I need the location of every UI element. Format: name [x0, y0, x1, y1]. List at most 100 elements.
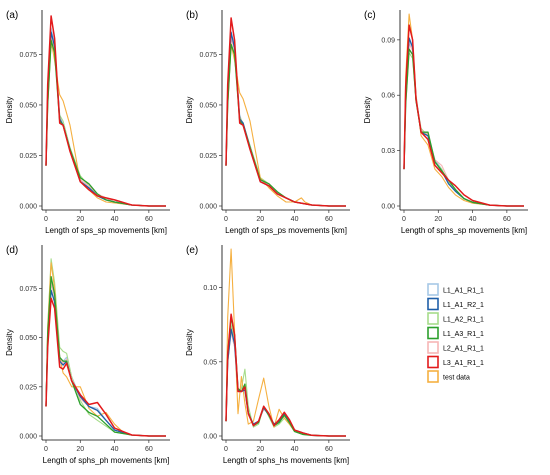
legend-key-test-data [427, 370, 439, 383]
x-tick-label: 60 [325, 446, 333, 453]
y-tick-label: 0.075 [19, 52, 37, 59]
y-tick-label: 0.075 [19, 286, 37, 293]
panel-label: (e) [186, 245, 198, 256]
series-line-test-data [225, 248, 346, 437]
series-line-l1-a3-r1-1 [45, 275, 166, 437]
x-tick-label: 40 [111, 216, 119, 223]
panel-b: (b) 0.000 0.025 0.050 0.075 0 20 40 60 Length of … [185, 10, 350, 235]
x-tick-label: 40 [469, 216, 477, 223]
series-line-l2-a1-r1-1 [403, 42, 524, 207]
x-axis-title: Length of sps_sp movements [km] [45, 226, 167, 235]
y-axis-title: Density [5, 97, 14, 124]
y-tick-label: 0.09 [381, 37, 395, 44]
x-tick-label: 0 [224, 216, 228, 223]
x-tick-label: 0 [44, 446, 48, 453]
series-line-test-data [45, 262, 166, 437]
x-axis-title: Length of sps_ps movements [km] [225, 226, 347, 235]
legend-key-l1-a2-r1-1 [427, 312, 439, 325]
legend-label-l1-a1-r1-1: L1_A1_R1_1 [443, 288, 484, 295]
series-line-l1-a1-r2-1 [403, 37, 524, 207]
series-line-l1-a1-r2-1 [225, 31, 346, 207]
x-tick-label: 60 [503, 216, 511, 223]
y-tick-label: 0.03 [381, 148, 395, 155]
y-tick-label: 0.075 [199, 52, 217, 59]
y-tick-label: 0.000 [19, 434, 37, 441]
y-tick-label: 0.050 [199, 102, 217, 109]
legend-label-test-data: test data [443, 375, 470, 382]
legend-label-l1-a2-r1-1: L1_A2_R1_1 [443, 317, 484, 324]
series-line-l1-a1-r2-1 [45, 31, 166, 207]
x-tick-label: 40 [291, 216, 299, 223]
series-line-test-data [403, 13, 524, 207]
panel-label: (d) [6, 245, 18, 256]
y-axis-title: Density [5, 329, 14, 356]
x-axis-title: Length of sphs_sp movements [km] [401, 226, 527, 235]
series-line-l2-a1-r1-1 [45, 35, 166, 207]
series-line-l3-a1-r1-1 [403, 24, 524, 207]
series-line-l3-a1-r1-1 [45, 15, 166, 207]
panel-label: (c) [364, 10, 376, 21]
y-tick-label: 0.10 [203, 285, 217, 292]
y-tick-label: 0.05 [203, 359, 217, 366]
x-tick-label: 20 [256, 446, 264, 453]
legend-key-l1-a3-r1-1 [427, 326, 439, 340]
y-tick-label: 0.000 [19, 204, 37, 211]
series-line-l2-a1-r1-1 [225, 37, 346, 207]
x-tick-label: 20 [434, 216, 442, 223]
x-tick-label: 40 [111, 446, 119, 453]
series-line-l1-a2-r1-1 [45, 258, 166, 437]
legend-label-l1-a3-r1-1: L1_A3_R1_1 [443, 331, 484, 338]
x-tick-label: 40 [291, 446, 299, 453]
y-tick-label: 0.050 [19, 335, 37, 342]
panel-d: (d) 0.000 0.025 0.050 0.075 0 20 40 60 Length of … [5, 245, 170, 465]
y-tick-label: 0.000 [199, 204, 217, 211]
x-tick-label: 60 [325, 216, 333, 223]
x-tick-label: 0 [44, 216, 48, 223]
panel-label: (a) [6, 10, 18, 21]
series-line-l1-a1-r1-1 [403, 39, 524, 207]
panel-e: (e) 0.00 0.05 0.10 0 20 40 60 Length of sphs_hs … [185, 245, 350, 465]
series-line-l3-a1-r1-1 [45, 297, 166, 437]
series-line-test-data [225, 43, 346, 207]
y-axis-title: Density [185, 97, 194, 124]
panel-a: (a) 0.000 0.025 0.050 0.075 0 20 40 60 Length of … [5, 10, 170, 235]
y-tick-label: 0.050 [19, 102, 37, 109]
x-tick-label: 20 [76, 216, 84, 223]
x-tick-label: 20 [256, 216, 264, 223]
legend-key-l1-a1-r2-1 [427, 297, 439, 311]
x-axis-title: Length of sphs_hs movements [km] [223, 456, 349, 465]
y-tick-label: 0.025 [19, 384, 37, 391]
y-axis-title: Density [185, 329, 194, 356]
y-tick-label: 0.025 [199, 153, 217, 160]
series-line-l1-a2-r1-1 [45, 43, 166, 207]
legend-key-l3-a1-r1-1 [427, 355, 439, 369]
x-tick-label: 20 [76, 446, 84, 453]
legend-label-l2-a1-r1-1: L2_A1_R1_1 [443, 346, 484, 353]
series-line-l3-a1-r1-1 [225, 313, 346, 437]
legend-key-l2-a1-r1-1 [427, 341, 439, 354]
y-tick-label: 0.00 [203, 434, 217, 441]
legend-label-l3-a1-r1-1: L3_A1_R1_1 [443, 360, 484, 367]
series-line-l3-a1-r1-1 [225, 17, 346, 207]
y-axis-title: Density [363, 97, 372, 124]
series-line-l1-a3-r1-1 [403, 48, 524, 207]
legend-label-l1-a1-r2-1: L1_A1_R2_1 [443, 302, 484, 309]
x-tick-label: 60 [145, 216, 153, 223]
y-tick-label: 0.06 [381, 93, 395, 100]
x-tick-label: 60 [145, 446, 153, 453]
y-tick-label: 0.00 [381, 204, 395, 211]
y-tick-label: 0.025 [19, 153, 37, 160]
panel-c: (c) 0.00 0.03 0.06 0.09 0 20 40 60 Length of sphs… [363, 10, 528, 235]
legend-key-l1-a1-r1-1 [427, 283, 439, 296]
panel-label: (b) [186, 10, 198, 21]
series-line-l1-a2-r1-1 [225, 324, 346, 437]
series-line-l1-a2-r1-1 [403, 52, 524, 207]
x-axis-title: Length of sphs_ph movements [km] [43, 456, 170, 465]
legend: L1_A1_R1_1 L1_A1_R2_1 L1_A2_R1_1 L1_A3_R1_1… [427, 283, 484, 383]
series-line-l1-a1-r1-1 [225, 33, 346, 207]
x-tick-label: 0 [224, 446, 228, 453]
x-tick-label: 0 [402, 216, 406, 223]
series-line-l1-a1-r1-1 [45, 27, 166, 207]
